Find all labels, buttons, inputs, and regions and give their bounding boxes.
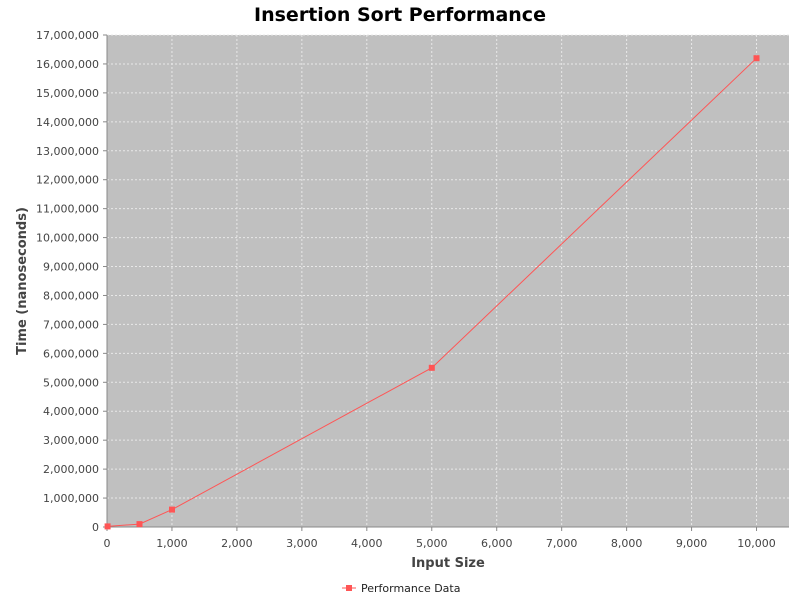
chart-title: Insertion Sort Performance — [254, 4, 546, 26]
data-point-marker — [753, 55, 760, 62]
data-point-marker — [104, 523, 111, 530]
x-tick-label: 4,000 — [351, 537, 383, 550]
x-tick-label: 9,000 — [676, 537, 708, 550]
data-point-marker — [169, 506, 175, 513]
plot-area — [107, 35, 789, 527]
x-tick-label: 0 — [104, 537, 111, 550]
x-tick-label: 1,000 — [156, 537, 188, 550]
y-tick-label: 4,000,000 — [43, 405, 99, 418]
x-tick-label: 6,000 — [481, 537, 513, 550]
x-tick-label: 2,000 — [221, 537, 253, 550]
axes: 0 1,000 2,000 3,000 4,000 5,000 6,000 7,000 8,00… — [36, 29, 789, 550]
x-tick-label: 5,000 — [416, 537, 448, 550]
x-tick-label: 3,000 — [286, 537, 318, 550]
y-tick-label: 15,000,000 — [36, 87, 99, 100]
y-tick-label: 3,000,000 — [43, 434, 99, 447]
y-tick-label: 14,000,000 — [36, 116, 99, 129]
y-tick-label: 10,000,000 — [36, 232, 99, 245]
x-tick-label: 10,000 — [737, 537, 776, 550]
y-tick-label: 8,000,000 — [43, 289, 99, 302]
y-tick-label: 9,000,000 — [43, 261, 99, 274]
y-tick-label: 5,000,000 — [43, 376, 99, 389]
y-tick-label: 17,000,000 — [36, 29, 99, 42]
legend-label: Performance Data — [361, 582, 460, 595]
y-tick-label: 16,000,000 — [36, 58, 99, 71]
y-axis-label: Time (nanoseconds) — [15, 207, 30, 355]
y-tick-label: 6,000,000 — [43, 347, 99, 360]
data-point-marker — [428, 364, 435, 371]
series-layer — [104, 55, 760, 530]
y-tick-label: 0 — [92, 521, 99, 534]
legend: Performance Data — [342, 582, 460, 595]
y-tick-label: 7,000,000 — [43, 318, 99, 331]
grid-lines — [107, 34, 789, 527]
y-tick-label: 12,000,000 — [36, 174, 99, 187]
data-point-marker — [136, 521, 143, 528]
y-tick-label: 1,000,000 — [43, 492, 99, 505]
x-axis-label: Input Size — [411, 556, 485, 571]
y-tick-label: 11,000,000 — [36, 203, 99, 216]
legend-marker-swatch — [346, 585, 352, 591]
y-tick-label: 13,000,000 — [36, 145, 99, 158]
x-tick-label: 8,000 — [611, 537, 643, 550]
x-tick-label: 7,000 — [546, 537, 578, 550]
y-tick-label: 2,000,000 — [43, 463, 99, 476]
